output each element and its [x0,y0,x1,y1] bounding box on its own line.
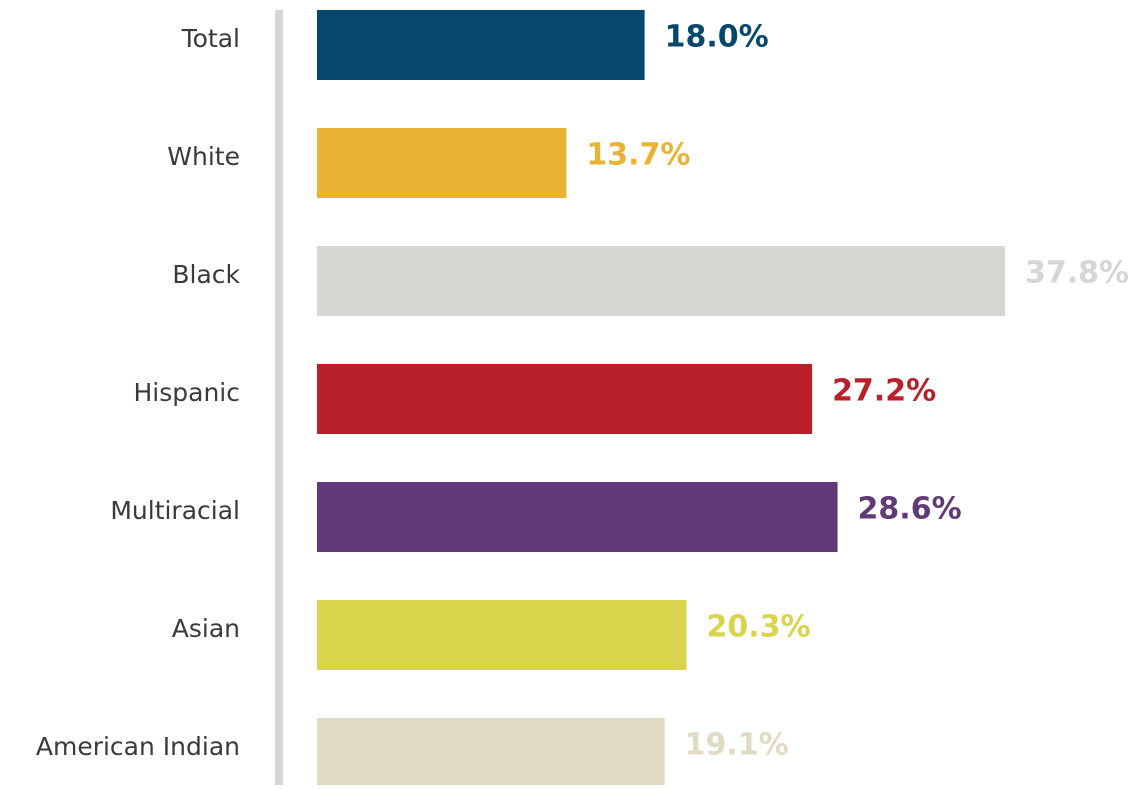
bar [317,718,665,788]
value-label: 19.1% [685,728,789,763]
category-label: Asian [172,614,240,643]
category-label: Hispanic [134,378,241,407]
value-label: 37.8% [1025,256,1129,291]
category-label: Black [172,260,240,289]
bar [317,10,645,80]
bar [317,364,813,434]
bar [317,600,687,670]
value-label: 13.7% [586,138,690,173]
category-label: Total [181,24,240,53]
category-label: American Indian [36,732,240,761]
category-label: White [167,142,240,171]
value-label: 20.3% [706,610,810,645]
value-label: 28.6% [858,492,962,527]
bar [317,128,567,198]
value-label: 18.0% [665,20,769,55]
axis-line [275,10,283,785]
category-label: Multiracial [110,496,240,525]
bar [317,246,1005,316]
value-label: 27.2% [832,374,936,409]
bar [317,482,838,552]
